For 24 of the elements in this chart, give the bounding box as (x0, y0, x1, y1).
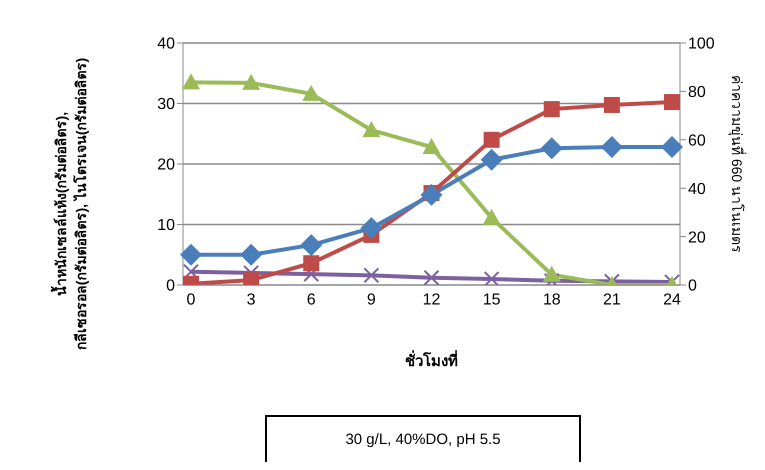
y-tick-label: 40 (157, 36, 176, 53)
y2-tick-label: 40 (688, 180, 706, 198)
y2-axis-title: ค่าความขุ่นที่ 660 นาโนเมตร (728, 74, 746, 254)
y2-tick-label: 100 (688, 36, 715, 53)
y-tick-label: 20 (157, 156, 176, 174)
y-tick-label: 0 (166, 278, 176, 295)
y2-tick-label: 60 (688, 132, 706, 150)
x-tick-label: 6 (306, 291, 316, 308)
x-tick-label: 24 (663, 291, 681, 308)
x-tick-label: 21 (602, 291, 621, 308)
y2-tick-label: 0 (688, 278, 697, 295)
x-tick-label: 12 (422, 291, 440, 308)
x-tick-label: 18 (542, 291, 561, 308)
text: 30 g/L, 40%DO, pH 5.5 (265, 415, 581, 462)
y-axis-title: น้ำหนักเซลล์แห้ง(กรัมต่อลิตร), กลีเซอรอล(กรัมต่อลิตร), ไนโตรเจน(กรัมต่อลิตร) (50, 58, 89, 350)
y-tick-label: 30 (157, 96, 176, 114)
y2-tick-label: 80 (688, 84, 706, 102)
y2-tick-label: 20 (688, 229, 706, 246)
x-tick-label: 3 (246, 291, 256, 308)
x-tick-label: 0 (186, 291, 196, 308)
x-axis-title: ชั่วโมงที่ (405, 350, 458, 370)
x-tick-label: 9 (366, 291, 376, 308)
x-tick-label: 15 (482, 291, 501, 308)
y-tick-label: 10 (157, 217, 176, 234)
